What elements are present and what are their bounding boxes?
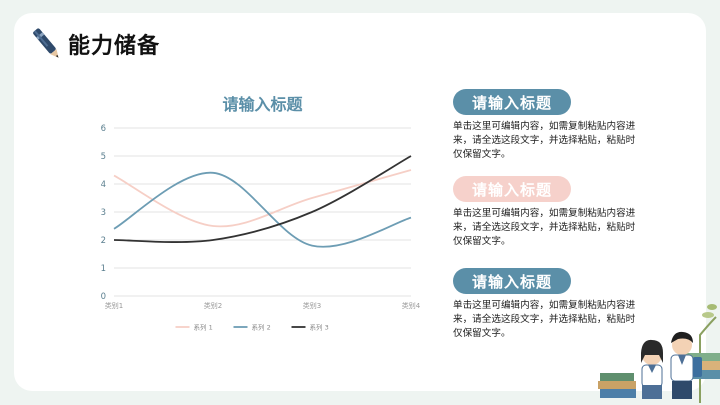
legend-label-3: 系列 3 bbox=[310, 323, 329, 332]
legend-label-2: 系列 2 bbox=[252, 323, 271, 332]
series-line-1 bbox=[113, 169, 412, 228]
x-tick-label: 类别3 bbox=[303, 301, 321, 310]
card-1-heading[interactable]: 请输入标题 bbox=[453, 89, 571, 115]
y-tick-label: 6 bbox=[101, 124, 106, 134]
card-2-text[interactable]: 单击这里可编辑内容，如需复制粘贴内容进来，请全选这段文字，并选择粘贴，粘贴时仅保… bbox=[453, 208, 636, 247]
card-3-text[interactable]: 单击这里可编辑内容，如需复制粘贴内容进来，请全选这段文字，并选择粘贴，粘贴时仅保… bbox=[453, 300, 636, 339]
series-line-2 bbox=[113, 171, 412, 248]
title-bar: 能力储备 bbox=[30, 24, 160, 64]
y-tick-label: 0 bbox=[101, 292, 106, 302]
y-tick-label: 1 bbox=[101, 264, 106, 274]
text-card-1: 请输入标题 单击这里可编辑内容，如需复制粘贴内容进来，请全选这段文字，并选择粘贴… bbox=[453, 89, 638, 162]
x-tick-label: 类别1 bbox=[105, 301, 123, 310]
x-tick-label: 类别2 bbox=[204, 301, 222, 310]
page-title: 能力储备 bbox=[68, 34, 161, 59]
legend-label-1: 系列 1 bbox=[194, 323, 213, 332]
y-tick-label: 3 bbox=[101, 208, 106, 218]
y-tick-label: 2 bbox=[101, 236, 106, 246]
series-line-3 bbox=[113, 155, 412, 243]
card-1-text[interactable]: 单击这里可编辑内容，如需复制粘贴内容进来，请全选这段文字，并选择粘贴，粘贴时仅保… bbox=[453, 121, 636, 160]
text-card-2: 请输入标题 单击这里可编辑内容，如需复制粘贴内容进来，请全选这段文字，并选择粘贴… bbox=[453, 176, 638, 249]
line-chart: 请输入标题 0 1 2 3 4 5 6 类别1 类别2 类别3 类别4 系列 1 系列 2 系列 3 bbox=[101, 95, 421, 332]
x-tick-label: 类别4 bbox=[402, 301, 421, 310]
pen-icon bbox=[33, 28, 59, 58]
y-tick-label: 4 bbox=[101, 180, 106, 190]
text-card-3: 请输入标题 单击这里可编辑内容，如需复制粘贴内容进来，请全选这段文字，并选择粘贴… bbox=[453, 268, 638, 341]
chart-title: 请输入标题 bbox=[222, 95, 303, 114]
students-with-books-illustration bbox=[598, 304, 720, 403]
slide-canvas bbox=[14, 13, 706, 391]
card-3-heading[interactable]: 请输入标题 bbox=[453, 268, 571, 294]
card-2-heading[interactable]: 请输入标题 bbox=[453, 176, 571, 202]
y-tick-label: 5 bbox=[101, 152, 106, 162]
